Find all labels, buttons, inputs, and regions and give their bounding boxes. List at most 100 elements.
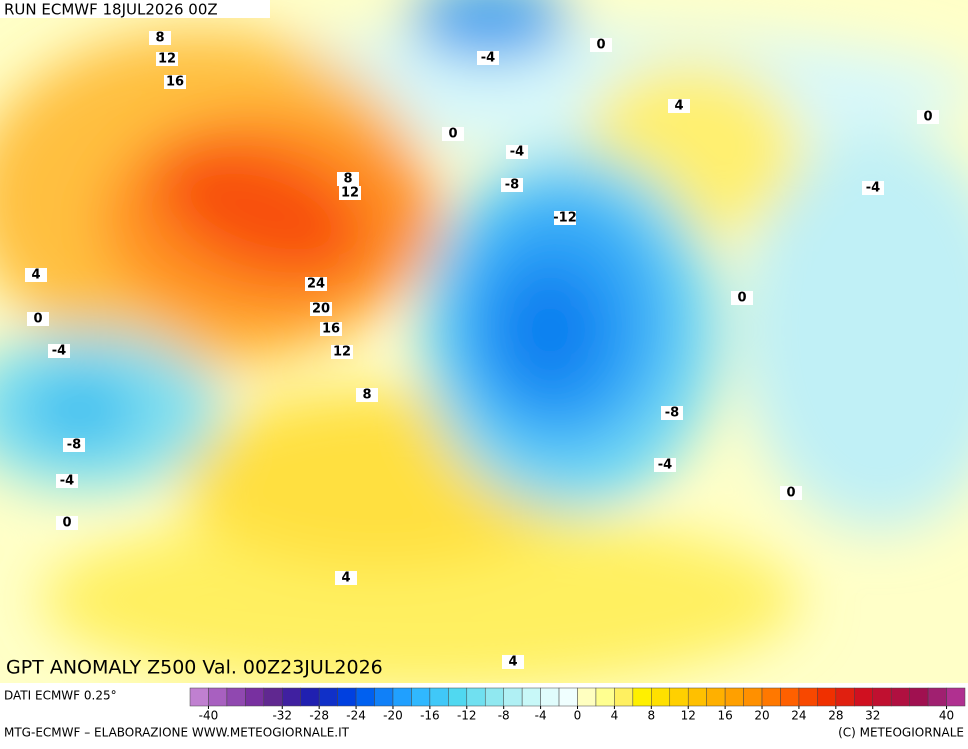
colorbar-swatch (780, 687, 800, 707)
contour-label: 12 (333, 345, 351, 360)
colorbar-swatch (392, 687, 412, 707)
contour-label-bg (668, 99, 690, 113)
colorbar-swatch (669, 687, 689, 707)
contour-label: 0 (33, 312, 42, 327)
contour-label: -4 (510, 145, 524, 160)
colorbar-tick-label: -40 (199, 709, 219, 723)
colorbar-swatch (872, 687, 892, 707)
field-label: GPT ANOMALY Z500 Val. 00Z23JUL2026 (6, 657, 383, 679)
colorbar-swatch (374, 687, 394, 707)
colorbar-tick-label: -12 (457, 709, 477, 723)
colorbar-tick-label: 32 (865, 709, 880, 723)
contour-label: -4 (60, 474, 74, 489)
credit-label: MTG-ECMWF – ELABORAZIONE WWW.METEOGIORNA… (4, 726, 350, 740)
contour-label-bg (442, 127, 464, 141)
contour-label-bg (335, 571, 357, 585)
colorbar-tick-label: -8 (498, 709, 510, 723)
colorbar-swatch (706, 687, 726, 707)
colorbar-swatch (817, 687, 837, 707)
contour-label-bg (862, 181, 884, 195)
colorbar-swatch (355, 687, 375, 707)
contour-label: -12 (553, 211, 577, 226)
contour-label: 0 (923, 110, 932, 125)
colorbar-swatch (282, 687, 301, 707)
contour-label-bg (305, 277, 327, 291)
contour-label: 4 (31, 268, 40, 283)
contour-label: 4 (508, 655, 517, 670)
colorbar: -40 -32 -28 -24 -20 -16 -12 -8 -4 0 4 8 12 16 20 24 28 32… (189, 687, 966, 723)
contour-label-bg (590, 38, 612, 52)
colorbar-swatch (743, 687, 763, 707)
colorbar-tick-label: 8 (647, 709, 655, 723)
colorbar-swatch (854, 687, 873, 707)
colorbar-swatch (890, 687, 910, 707)
colorbar-swatch (595, 687, 615, 707)
colorbar-swatch (540, 687, 560, 707)
colorbar-swatch (189, 687, 209, 707)
header-box (0, 0, 270, 18)
colorbar-swatch (946, 687, 966, 707)
colorbar-tick-label: -24 (346, 709, 366, 723)
contour-label-bg (164, 75, 186, 89)
contour-label: 0 (596, 38, 605, 53)
colorbar-tick-label: 40 (939, 709, 954, 723)
contour-label-bg (56, 516, 78, 530)
colorbar-swatch (687, 687, 707, 707)
colorbar-tick-label: -16 (420, 709, 440, 723)
contour-label-bg (25, 268, 47, 282)
run-label: RUN ECMWF 18JUL2026 00Z (4, 1, 218, 19)
contour-label-bg (731, 291, 753, 305)
contour-label: 24 (307, 277, 325, 292)
contour-label: -8 (665, 406, 679, 421)
colorbar-tick-label: 20 (754, 709, 769, 723)
contour-label: 16 (322, 322, 340, 337)
colorbar-swatch (632, 687, 652, 707)
contour-label: 12 (158, 52, 176, 67)
colorbar-tick-label: 24 (791, 709, 806, 723)
colorbar-tick-label: -20 (383, 709, 403, 723)
contour-labels: 8121681224201612840-4-8-40-40400-4-8-12-… (25, 31, 939, 670)
contour-label: 8 (343, 172, 352, 187)
contour-label-bg (654, 458, 676, 472)
contour-label-bg (320, 322, 342, 336)
contour-label: 0 (786, 486, 795, 501)
contour-label-bg (156, 52, 178, 66)
colorbar-swatch (300, 687, 320, 707)
contour-label: 8 (362, 388, 371, 403)
colorbar-tick-label: 28 (828, 709, 843, 723)
contour-label-bg (149, 31, 171, 45)
contour-label: -8 (67, 438, 81, 453)
colorbar-swatch (318, 687, 338, 707)
colorbar-swatch (909, 687, 929, 707)
contour-label-bg (63, 438, 85, 452)
contour-label-bg (337, 172, 359, 186)
contour-label: 16 (166, 75, 184, 90)
contour-label-bg (56, 474, 78, 488)
contour-label: 20 (312, 302, 330, 317)
colorbar-swatch (835, 687, 855, 707)
contour-label-bg (554, 211, 576, 225)
colorbar-swatch (651, 687, 671, 707)
colorbar-swatch (245, 687, 265, 707)
contour-label: -4 (52, 344, 66, 359)
contour-label-bg (661, 406, 683, 420)
colorbar-swatch (614, 687, 634, 707)
colorbar-swatch (411, 687, 431, 707)
colorbar-swatch (337, 687, 357, 707)
contour-label: -4 (481, 51, 495, 66)
contour-label: -4 (658, 458, 672, 473)
colorbar-swatch (577, 687, 597, 707)
contour-label-bg (506, 145, 528, 159)
colorbar-swatch (521, 687, 541, 707)
copyright-label: (C) METEOGIORNALE (838, 726, 964, 740)
contour-label-bg (356, 388, 378, 402)
colorbar-swatch (263, 687, 283, 707)
contour-label-bg (502, 655, 524, 669)
contour-label: -4 (866, 181, 880, 196)
contour-label: 0 (448, 127, 457, 142)
colorbar-swatch (484, 687, 504, 707)
colorbar-swatch (226, 687, 246, 707)
contour-label-bg (331, 345, 353, 359)
